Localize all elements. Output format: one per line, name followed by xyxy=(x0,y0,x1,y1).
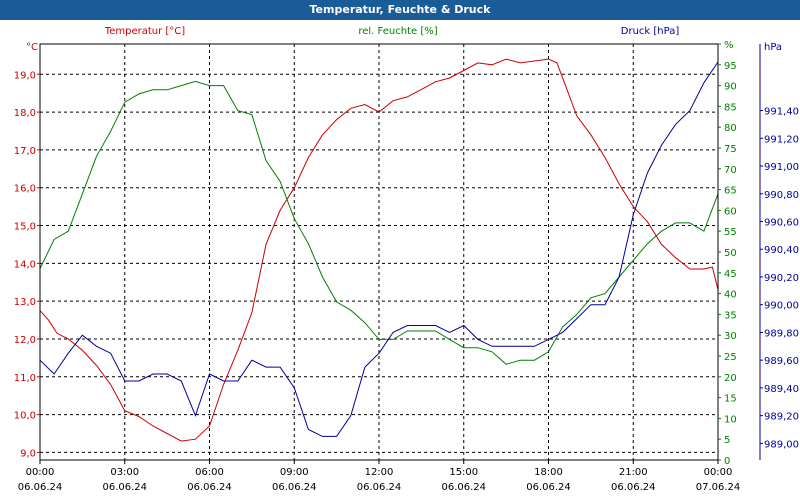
time-tick-label: 03:00 xyxy=(110,467,139,478)
pressure-tick-label: 989,60 xyxy=(764,356,799,367)
date-tick-label: 07.06.24 xyxy=(696,482,741,493)
time-axis: 00:00 06.06.24 03:00 06.06.24 06:00 06.06.24 0… xyxy=(18,460,741,493)
humidity-tick-label: 10 xyxy=(724,414,737,425)
chart-area: 9,0 10,0 11,0 12,0 13,0 14,0 15,0 16,0 17,0 18,0 1… xyxy=(0,20,800,500)
time-tick-label: 00:00 xyxy=(26,467,55,478)
time-tick-label: 21:00 xyxy=(619,467,648,478)
temperature-tick-label: 13,0 xyxy=(14,297,36,308)
pressure-tick-label: 991,00 xyxy=(764,162,799,173)
pressure-tick-label: 990,20 xyxy=(764,273,799,284)
time-tick-label: 12:00 xyxy=(365,467,394,478)
temperature-tick-label: 18,0 xyxy=(14,108,36,119)
temperature-unit: °C xyxy=(26,42,38,53)
pressure-tick-label: 989,40 xyxy=(764,384,799,395)
series-layer xyxy=(39,58,719,442)
date-tick-label: 06.06.24 xyxy=(102,482,147,493)
humidity-tick-label: 45 xyxy=(724,269,737,280)
time-tick-label: 00:00 xyxy=(704,467,733,478)
humidity-tick-label: 25 xyxy=(724,352,737,363)
date-tick-label: 06.06.24 xyxy=(272,482,317,493)
humidity-tick-label: 55 xyxy=(724,227,737,238)
humidity-tick-label: 15 xyxy=(724,394,737,405)
date-tick-label: 06.06.24 xyxy=(526,482,571,493)
time-tick-label: 06:00 xyxy=(195,467,224,478)
pressure-tick-label: 989,20 xyxy=(764,412,799,423)
chart-title: Temperatur, Feuchte & Druck xyxy=(0,0,800,20)
date-tick-label: 06.06.24 xyxy=(611,482,656,493)
temperature-axis-title: Temperatur [°C] xyxy=(104,26,185,37)
pressure-tick-label: 990,40 xyxy=(764,245,799,256)
pressure-tick-label: 991,20 xyxy=(764,134,799,145)
humidity-tick-label: 0 xyxy=(724,456,730,467)
pressure-unit: hPa xyxy=(764,42,782,53)
humidity-axis-title: rel. Feuchte [%] xyxy=(358,26,437,37)
axis-titles: Temperatur [°C] rel. Feuchte [%] Druck [hP… xyxy=(104,26,680,37)
humidity-tick-label: 95 xyxy=(724,61,737,72)
temperature-tick-label: 12,0 xyxy=(14,335,36,346)
humidity-tick-label: 30 xyxy=(724,331,737,342)
humidity-tick-label: 20 xyxy=(724,373,737,384)
pressure-tick-label: 989,00 xyxy=(764,439,799,450)
pressure-axis-title: Druck [hPa] xyxy=(621,26,680,37)
pressure-tick-label: 990,60 xyxy=(764,217,799,228)
temperature-axis: 9,0 10,0 11,0 12,0 13,0 14,0 15,0 16,0 17,0 18,0 1… xyxy=(14,42,40,459)
humidity-axis: 0 5 10 15 20 25 30 35 40 45 50 55 60 65 70 75 80 85 90 95% xyxy=(718,40,737,467)
time-tick-label: 18:00 xyxy=(534,467,563,478)
humidity-tick-label: 50 xyxy=(724,248,737,259)
gridlines xyxy=(40,44,718,460)
pressure-axis: 989,00 989,20 989,40 989,60 989,80 990,00 990,… xyxy=(759,42,799,460)
date-tick-label: 06.06.24 xyxy=(357,482,402,493)
pressure-tick-label: 991,40 xyxy=(764,107,799,118)
temperature-tick-label: 16,0 xyxy=(14,184,36,195)
pressure-tick-label: 990,00 xyxy=(764,301,799,312)
humidity-unit: % xyxy=(724,40,734,51)
pressure-tick-label: 989,80 xyxy=(764,328,799,339)
pressure-tick-label: 990,80 xyxy=(764,190,799,201)
temperature-tick-label: 19,0 xyxy=(14,70,36,81)
temperature-tick-label: 17,0 xyxy=(14,146,36,157)
temperature-tick-label: 9,0 xyxy=(20,448,36,459)
time-tick-label: 09:00 xyxy=(280,467,309,478)
humidity-tick-label: 5 xyxy=(724,435,730,446)
humidity-tick-label: 60 xyxy=(724,206,737,217)
humidity-tick-label: 80 xyxy=(724,123,737,134)
humidity-tick-label: 40 xyxy=(724,290,737,301)
date-tick-label: 06.06.24 xyxy=(18,482,63,493)
date-tick-label: 06.06.24 xyxy=(187,482,232,493)
time-tick-label: 15:00 xyxy=(449,467,478,478)
temperature-series-line xyxy=(39,58,719,442)
chart-svg: 9,0 10,0 11,0 12,0 13,0 14,0 15,0 16,0 17,0 18,0 1… xyxy=(14,26,799,493)
humidity-tick-label: 65 xyxy=(724,186,737,197)
date-tick-label: 06.06.24 xyxy=(441,482,486,493)
humidity-tick-label: 35 xyxy=(724,310,737,321)
temperature-tick-label: 15,0 xyxy=(14,222,36,233)
pressure-series-line xyxy=(39,61,719,437)
humidity-tick-label: 75 xyxy=(724,144,737,155)
humidity-tick-label: 85 xyxy=(724,102,737,113)
humidity-tick-label: 90 xyxy=(724,82,737,93)
temperature-tick-label: 11,0 xyxy=(14,373,36,384)
humidity-tick-label: 70 xyxy=(724,165,737,176)
humidity-series-line xyxy=(39,80,719,365)
temperature-tick-label: 10,0 xyxy=(14,411,36,422)
temperature-tick-label: 14,0 xyxy=(14,259,36,270)
